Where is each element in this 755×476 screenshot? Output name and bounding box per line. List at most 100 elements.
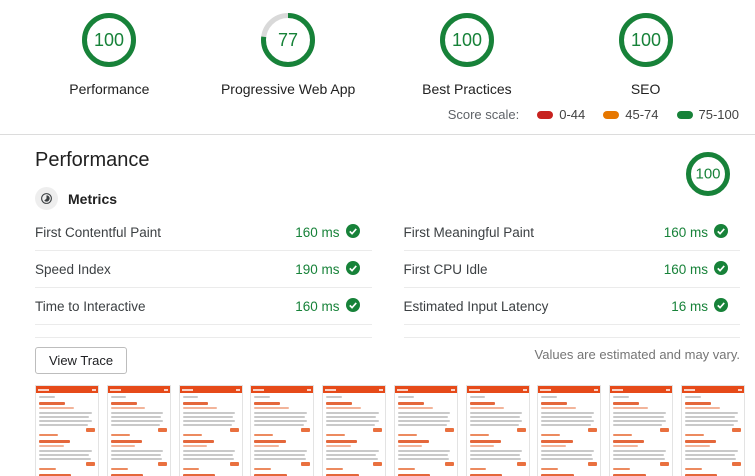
gauge-ring: 77 xyxy=(260,12,316,73)
scale-range-label: 45-74 xyxy=(625,107,659,122)
svg-text:100: 100 xyxy=(452,30,482,50)
scale-range: 45-74 xyxy=(603,107,659,122)
filmstrip-frame xyxy=(465,385,530,476)
score-label: Best Practices xyxy=(422,81,512,97)
metric-row-speed-index: Speed Index 190 ms xyxy=(35,251,372,288)
performance-score-gauge[interactable]: 100 xyxy=(685,151,731,202)
filmstrip-frame xyxy=(106,385,171,476)
thumb-logo xyxy=(540,388,552,391)
gauge-ring: 100 xyxy=(618,12,674,73)
svg-text:100: 100 xyxy=(631,30,661,50)
metrics-footer: View Trace Values are estimated and may … xyxy=(35,337,740,374)
thumb-page-header xyxy=(251,386,314,393)
score-gauge-seo[interactable]: 100 SEO xyxy=(556,12,735,97)
thumb-logo xyxy=(468,388,480,391)
thumb-page-header xyxy=(394,386,457,393)
score-label: Performance xyxy=(69,81,150,97)
pass-check-icon xyxy=(714,223,728,241)
metric-name: Time to Interactive xyxy=(35,298,146,314)
metric-row-estimated-input-latency: Estimated Input Latency 16 ms xyxy=(403,288,740,325)
score-scale-label: Score scale: xyxy=(447,107,520,122)
metric-row-first-cpu-idle: First CPU Idle 160 ms xyxy=(403,251,740,288)
score-scale-legend: Score scale: 0-44 45-74 75-100 xyxy=(0,97,755,135)
scale-range: 75-100 xyxy=(676,107,739,122)
thumb-menu-icon xyxy=(450,388,455,391)
thumb-page-header xyxy=(681,386,744,393)
score-label: Progressive Web App xyxy=(220,81,356,97)
metric-row-first-meaningful-paint: First Meaningful Paint 160 ms xyxy=(403,214,740,251)
scale-range-label: 0-44 xyxy=(559,107,586,122)
filmstrip-frame xyxy=(35,385,99,476)
thumb-page-body xyxy=(610,393,672,476)
pass-check-icon xyxy=(345,297,360,315)
metric-name: Estimated Input Latency xyxy=(403,298,549,314)
filmstrip-frame xyxy=(250,385,315,476)
metric-name: First Contentful Paint xyxy=(35,224,162,240)
thumb-menu-icon xyxy=(163,388,168,391)
estimate-disclaimer: Values are estimated and may vary. xyxy=(534,347,740,362)
thumb-page-header xyxy=(466,386,529,393)
scale-range: 0-44 xyxy=(537,107,585,122)
thumb-page-header xyxy=(36,386,98,393)
pass-check-icon xyxy=(345,223,360,241)
filmstrip-frame xyxy=(537,385,602,476)
thumb-menu-icon xyxy=(307,388,312,391)
filmstrip xyxy=(35,385,745,476)
metric-value: 160 ms xyxy=(664,260,740,278)
thumb-logo xyxy=(396,388,408,391)
svg-text:77: 77 xyxy=(278,30,298,50)
metric-value: 160 ms xyxy=(295,297,371,315)
scale-pill xyxy=(603,110,620,119)
filmstrip-frame xyxy=(680,385,745,476)
metric-row-time-to-interactive: Time to Interactive 160 ms xyxy=(35,288,372,325)
metric-name: First Meaningful Paint xyxy=(403,224,535,240)
svg-text:100: 100 xyxy=(94,30,124,50)
metric-value: 160 ms xyxy=(295,223,371,241)
thumb-menu-icon xyxy=(379,388,384,391)
thumb-logo xyxy=(612,388,624,391)
filmstrip-frame xyxy=(609,385,674,476)
metric-name: Speed Index xyxy=(35,261,111,277)
metric-row-first-contentful-paint: First Contentful Paint 160 ms xyxy=(35,214,372,251)
thumb-logo xyxy=(683,388,695,391)
metrics-grid: First Contentful Paint 160 ms First Mean… xyxy=(35,214,740,325)
thumb-page-body xyxy=(108,393,170,476)
performance-section-header: Performance Metrics 100 xyxy=(35,149,731,210)
scale-pill xyxy=(537,110,554,119)
score-gauge-progressive-web-app[interactable]: 77 Progressive Web App xyxy=(199,12,378,97)
timer-icon xyxy=(35,187,58,210)
thumb-menu-icon xyxy=(235,388,240,391)
thumb-menu-icon xyxy=(594,388,599,391)
pass-check-icon xyxy=(714,260,728,278)
filmstrip-frame xyxy=(178,385,243,476)
category-scores-row: 100 Performance 77 Progressive Web App 1… xyxy=(0,0,755,97)
filmstrip-frame xyxy=(393,385,458,476)
metrics-header: Metrics xyxy=(35,187,150,210)
thumb-logo xyxy=(38,388,49,391)
thumb-page-body xyxy=(251,393,313,476)
score-label: SEO xyxy=(630,81,661,97)
thumb-page-body xyxy=(467,393,529,476)
gauge-ring: 100 xyxy=(81,12,137,73)
metric-value: 190 ms xyxy=(295,260,371,278)
filmstrip-frame xyxy=(322,385,387,476)
view-trace-button[interactable]: View Trace xyxy=(35,347,128,374)
thumb-logo xyxy=(181,388,193,391)
performance-title: Performance xyxy=(35,149,150,171)
scale-pill xyxy=(676,110,693,119)
metric-value: 160 ms xyxy=(664,223,740,241)
metrics-title: Metrics xyxy=(68,190,118,207)
score-gauge-performance[interactable]: 100 Performance xyxy=(20,12,199,97)
thumb-menu-icon xyxy=(522,388,527,391)
thumb-page-body xyxy=(682,393,744,476)
thumb-page-header xyxy=(538,386,601,393)
metric-value: 16 ms xyxy=(671,297,740,315)
pass-check-icon xyxy=(714,297,728,315)
thumb-logo xyxy=(109,388,121,391)
gauge-ring: 100 xyxy=(439,12,495,73)
thumb-menu-icon xyxy=(737,388,742,391)
score-gauge-best-practices[interactable]: 100 Best Practices xyxy=(378,12,557,97)
thumb-page-header xyxy=(610,386,673,393)
thumb-page-body xyxy=(395,393,457,476)
